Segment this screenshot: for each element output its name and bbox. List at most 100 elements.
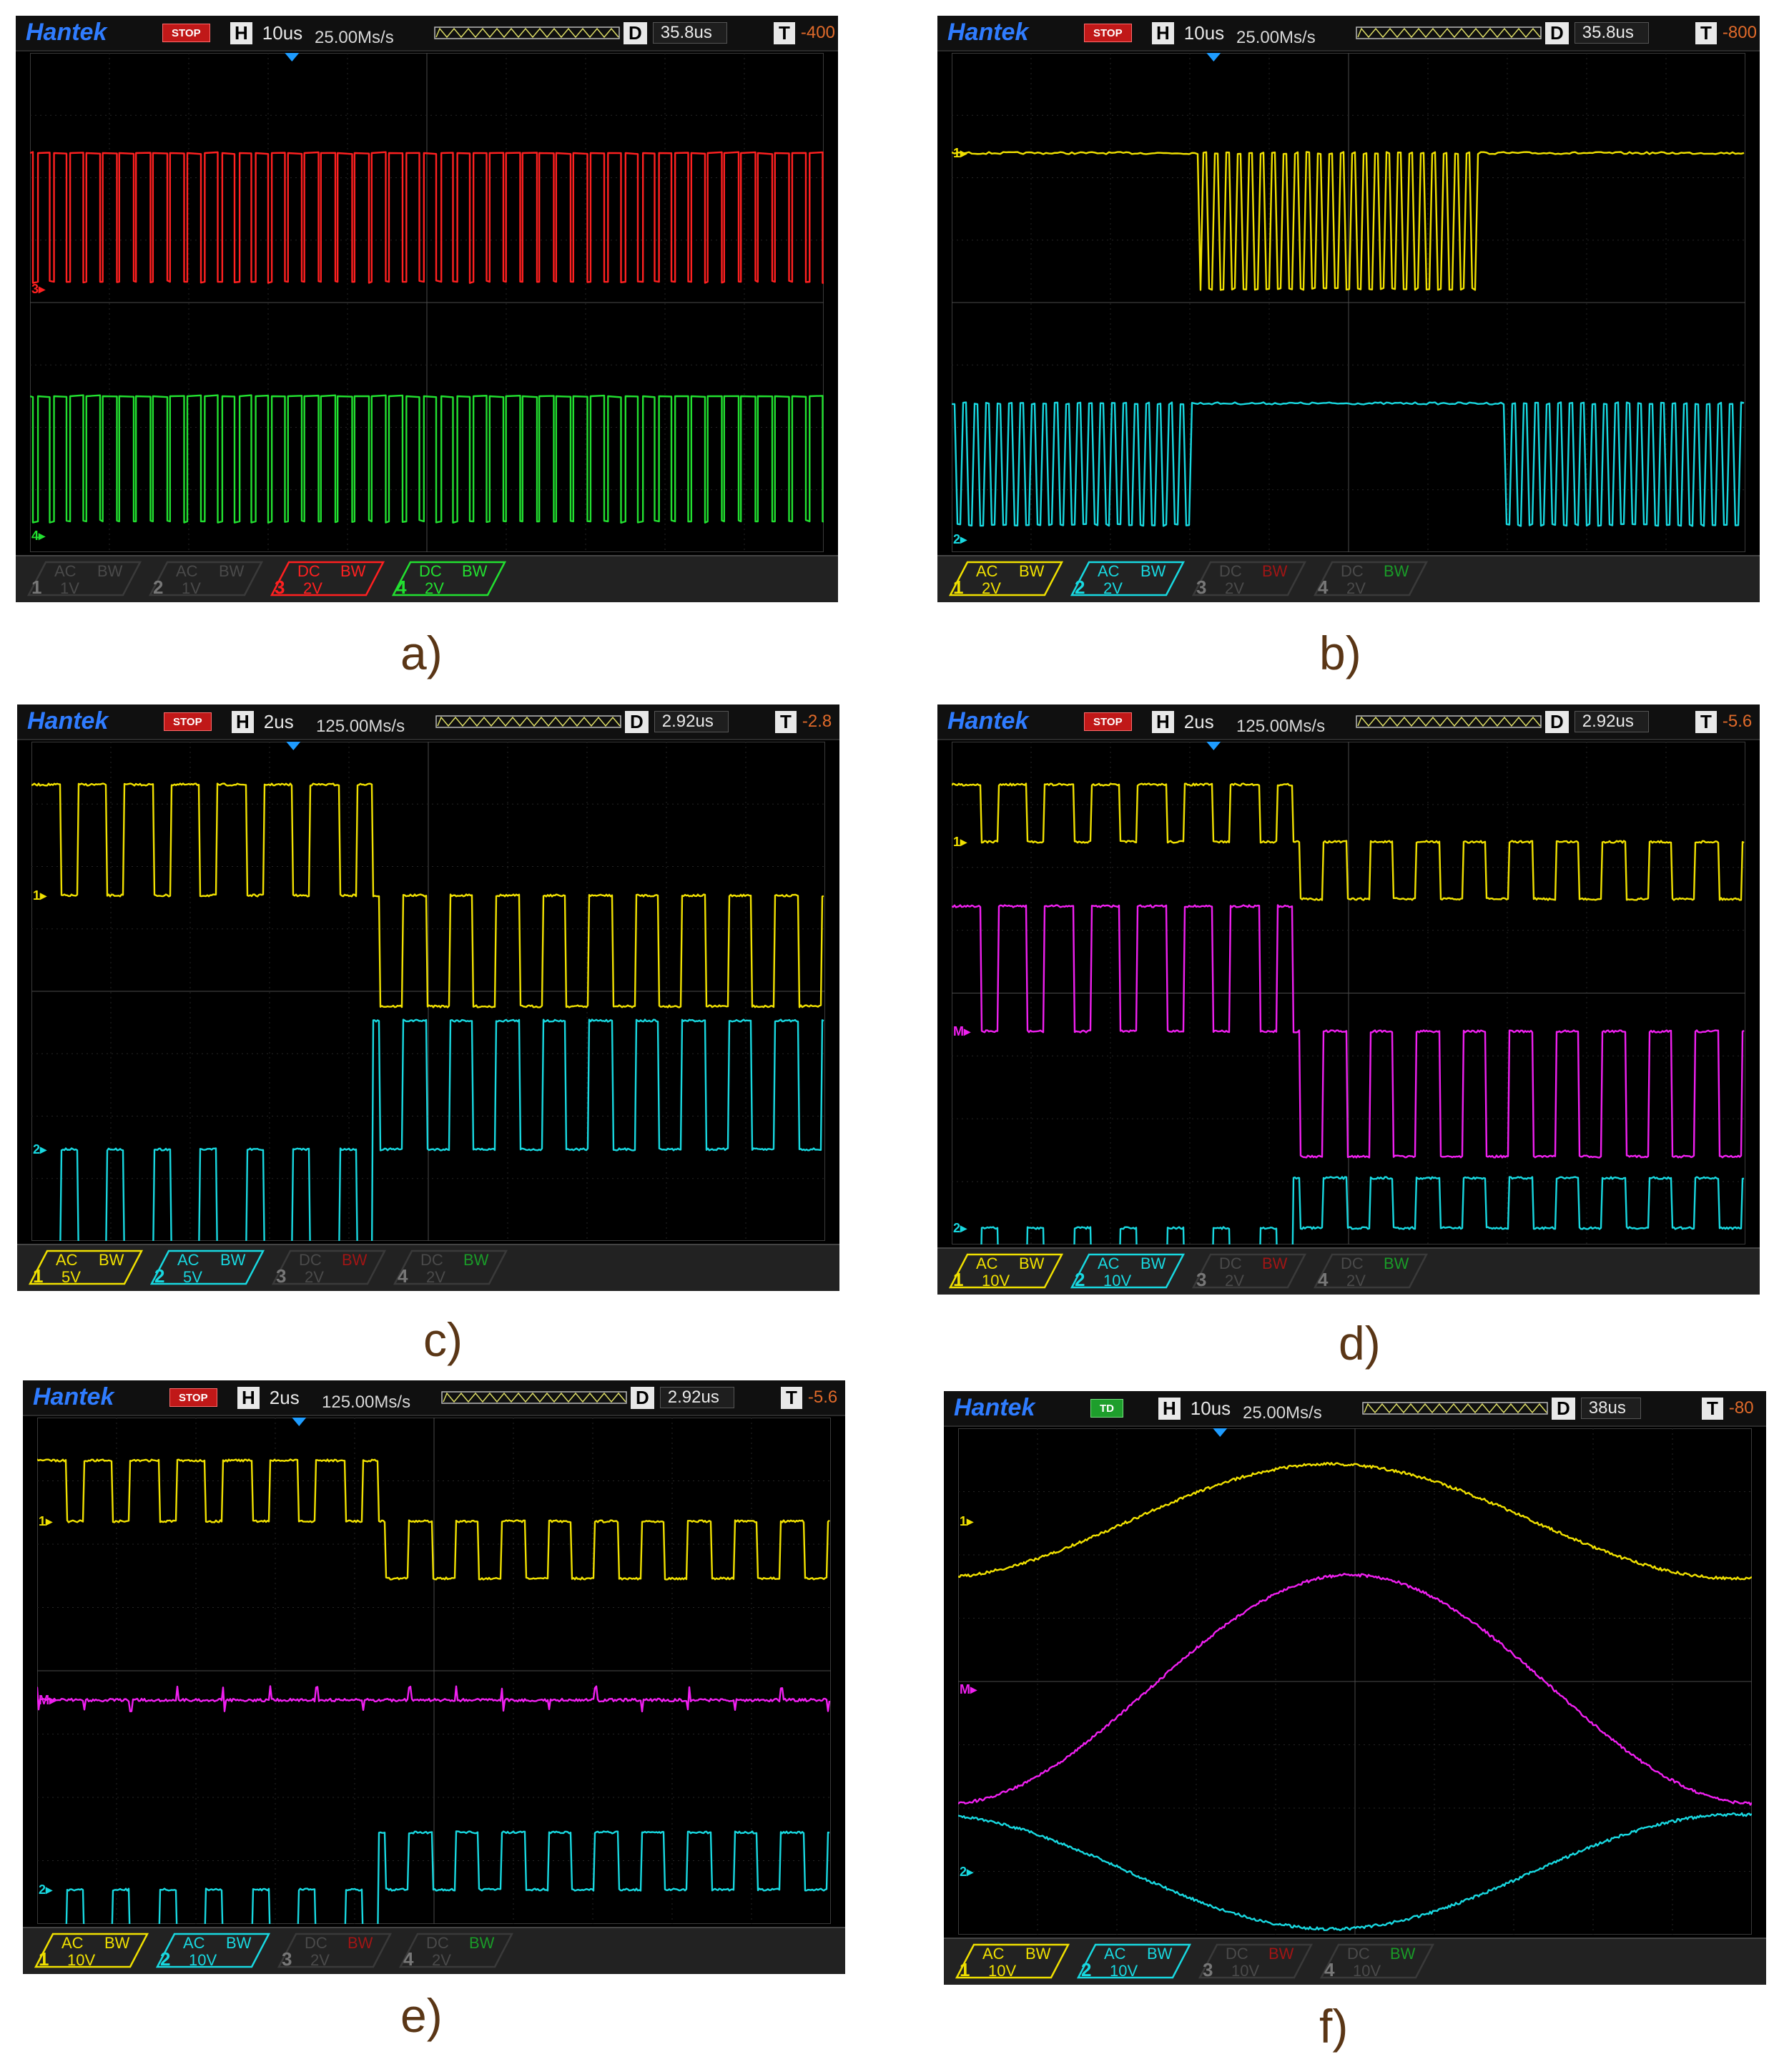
channel-3-settings[interactable]: 3 DC BW 2V	[269, 561, 390, 598]
channel-4-coupling: DC	[420, 1251, 443, 1269]
run-status-badge[interactable]: STOP	[164, 712, 212, 731]
channel-marker-1[interactable]: 1▸	[33, 888, 47, 903]
delay-value: 35.8us	[1574, 22, 1649, 44]
channel-3-settings[interactable]: 3 DC BW 2V	[1191, 561, 1312, 598]
trigger-box[interactable]: T -800	[1695, 21, 1757, 44]
channel-1-settings[interactable]: 1 AC BW 10V	[954, 1943, 1075, 1980]
trace-channel-1	[950, 782, 1745, 901]
trigger-position-marker[interactable]	[292, 1418, 307, 1426]
channel-2-settings[interactable]: 2 AC BW 2V	[1069, 561, 1191, 598]
channel-3-settings[interactable]: 3 DC BW 2V	[270, 1249, 392, 1287]
sample-rate: 125.00Ms/s	[1236, 717, 1326, 736]
trigger-position-marker[interactable]	[1206, 53, 1221, 62]
channel-1-settings[interactable]: 1 AC BW 2V	[947, 561, 1069, 598]
delay-box[interactable]: D 35.8us	[624, 21, 727, 44]
channel-marker-2[interactable]: 2▸	[39, 1882, 53, 1897]
channel-4-settings[interactable]: 4 DC BW 10V	[1319, 1943, 1440, 1980]
waveform-display[interactable]: 1▸ 2▸	[950, 52, 1746, 553]
channel-marker-M[interactable]: M▸	[960, 1682, 977, 1697]
hantek-logo: Hantek	[947, 707, 1029, 735]
channel-4-settings[interactable]: 4 DC BW 2V	[1312, 561, 1434, 598]
channel-marker-1[interactable]: 1▸	[960, 1514, 974, 1528]
channel-2-settings[interactable]: 2 AC BW 1V	[147, 561, 269, 598]
channel-2-bandwidth-limit: BW	[1140, 562, 1166, 580]
trigger-label: T	[1695, 21, 1717, 44]
timebase-box[interactable]: H 2us	[237, 1386, 300, 1409]
channel-1-settings[interactable]: 1 AC BW 10V	[947, 1253, 1069, 1290]
delay-label: D	[1552, 1397, 1575, 1420]
channel-2-settings[interactable]: 2 AC BW 10V	[1075, 1943, 1197, 1980]
delay-label: D	[631, 1386, 654, 1409]
channel-marker-1[interactable]: 1▸	[953, 146, 967, 160]
channel-marker-2[interactable]: 2▸	[953, 532, 967, 546]
channel-4-settings[interactable]: 4 DC BW 2V	[398, 1933, 519, 1970]
trigger-position-marker[interactable]	[286, 742, 301, 750]
trigger-box[interactable]: T -5.6	[1695, 710, 1753, 733]
delay-box[interactable]: D 2.92us	[625, 710, 729, 733]
channel-marker-2[interactable]: 2▸	[33, 1142, 47, 1157]
waveform-display[interactable]: 1▸ M▸ 2▸	[957, 1428, 1753, 1935]
channel-4-settings[interactable]: 4 DC BW 2V	[392, 1249, 513, 1287]
waveform-display[interactable]: 1▸ M▸ 2▸	[950, 741, 1746, 1295]
channel-marker-4[interactable]: 4▸	[31, 529, 46, 543]
channel-marker-1[interactable]: 1▸	[953, 835, 967, 849]
channel-4-volts-per-div: 2V	[1346, 1272, 1366, 1290]
run-status-badge[interactable]: STOP	[1084, 24, 1132, 42]
delay-box[interactable]: D 38us	[1552, 1397, 1641, 1420]
channel-marker-1[interactable]: 1▸	[39, 1514, 53, 1528]
channel-marker-M[interactable]: M▸	[953, 1024, 971, 1039]
channel-2-coupling: AC	[177, 1251, 199, 1269]
channel-1-bandwidth-limit: BW	[104, 1934, 130, 1952]
waveform-display[interactable]: 3▸ 4▸	[29, 52, 828, 553]
channel-1-bandwidth-limit: BW	[1019, 562, 1045, 580]
timebase-box[interactable]: H 10us	[1158, 1397, 1231, 1420]
trigger-position-marker[interactable]	[1213, 1428, 1228, 1437]
channel-4-settings[interactable]: 4 DC BW 2V	[390, 561, 512, 598]
delay-box[interactable]: D 35.8us	[1545, 21, 1649, 44]
timebase-value: 10us	[262, 21, 303, 44]
hantek-logo: Hantek	[26, 18, 107, 46]
timebase-box[interactable]: H 2us	[232, 710, 294, 733]
run-status-badge[interactable]: TD	[1090, 1399, 1123, 1418]
channel-marker-2[interactable]: 2▸	[953, 1221, 967, 1235]
channel-3-settings[interactable]: 3 DC BW 2V	[276, 1933, 398, 1970]
channel-2-bandwidth-limit: BW	[226, 1934, 252, 1952]
sample-rate: 25.00Ms/s	[315, 28, 394, 47]
timebase-box[interactable]: H 2us	[1152, 710, 1214, 733]
channel-3-settings[interactable]: 3 DC BW 2V	[1191, 1253, 1312, 1290]
channel-1-settings[interactable]: 1 AC BW 1V	[26, 561, 147, 598]
top-status-bar: Hantek STOP H 2us 125.00Ms/s D 2.92us T -2.8	[17, 704, 839, 740]
trigger-position-marker[interactable]	[1206, 742, 1221, 750]
waveform-display[interactable]: 1▸ M▸ 2▸	[36, 1417, 832, 1953]
channel-3-settings[interactable]: 3 DC BW 10V	[1197, 1943, 1319, 1980]
run-status-badge[interactable]: STOP	[169, 1388, 217, 1407]
channel-marker-M[interactable]: M▸	[39, 1693, 56, 1707]
timebase-box[interactable]: H 10us	[230, 21, 303, 44]
trace-channel-M	[36, 1685, 831, 1713]
channel-2-settings[interactable]: 2 AC BW 10V	[1069, 1253, 1191, 1290]
trigger-box[interactable]: T -80	[1702, 1397, 1754, 1420]
channel-4-settings[interactable]: 4 DC BW 2V	[1312, 1253, 1434, 1290]
channel-4-coupling: DC	[426, 1934, 449, 1952]
delay-value: 38us	[1580, 1398, 1641, 1419]
channel-1-settings[interactable]: 1 AC BW 5V	[27, 1249, 149, 1287]
channel-2-settings[interactable]: 2 AC BW 5V	[149, 1249, 270, 1287]
timebase-box[interactable]: H 10us	[1152, 21, 1224, 44]
run-status-badge[interactable]: STOP	[1084, 712, 1132, 731]
channel-1-settings[interactable]: 1 AC BW 10V	[33, 1933, 154, 1970]
channel-marker-3[interactable]: 3▸	[31, 282, 46, 296]
channel-2-settings[interactable]: 2 AC BW 10V	[154, 1933, 276, 1970]
delay-box[interactable]: D 2.92us	[1545, 710, 1649, 733]
channel-4-volts-per-div: 2V	[432, 1951, 451, 1969]
trigger-value: -5.6	[1722, 712, 1753, 731]
channel-1-number: 1	[39, 1948, 49, 1970]
trigger-box[interactable]: T -2.8	[775, 710, 832, 733]
delay-box[interactable]: D 2.92us	[631, 1386, 734, 1409]
trigger-box[interactable]: T -400	[774, 21, 835, 44]
channel-3-number: 3	[1196, 1269, 1207, 1290]
run-status-badge[interactable]: STOP	[162, 24, 210, 42]
waveform-display[interactable]: 1▸ 2▸	[30, 741, 826, 1266]
trigger-box[interactable]: T -5.6	[781, 1386, 837, 1409]
trigger-position-marker[interactable]	[285, 53, 300, 62]
channel-marker-2[interactable]: 2▸	[960, 1865, 974, 1879]
